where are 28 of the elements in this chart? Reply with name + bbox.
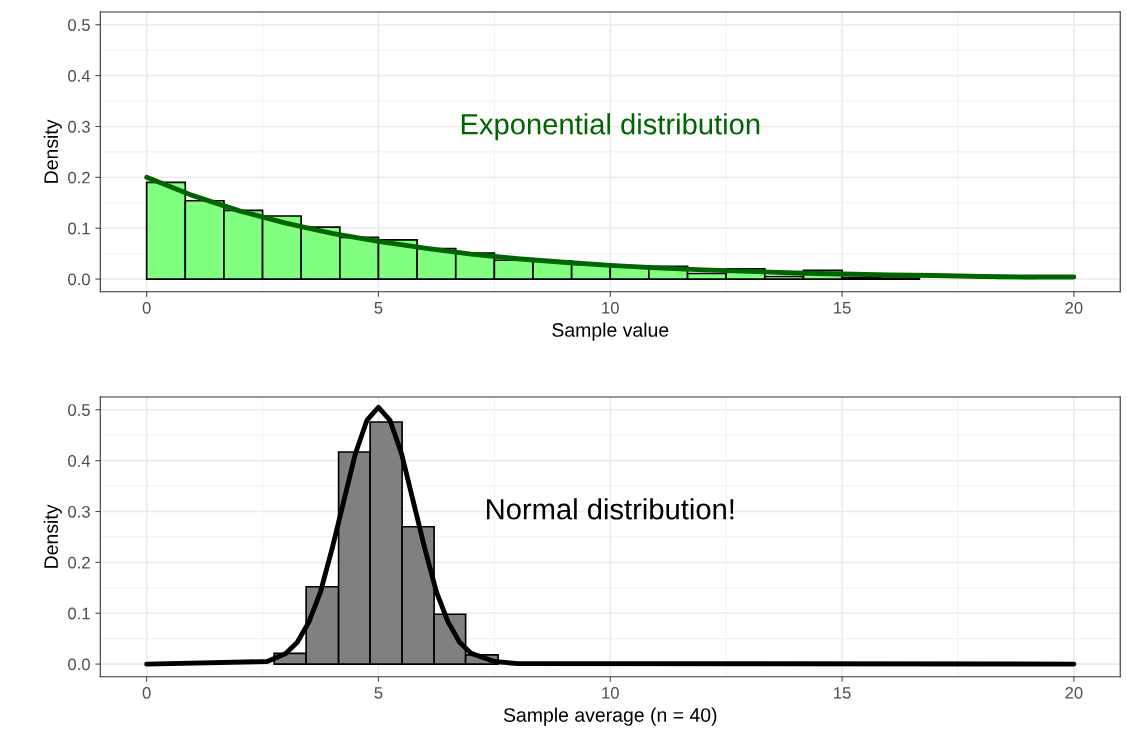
x-axis-title: Sample average (n = 40) <box>503 707 717 726</box>
x-tick-label: 10 <box>602 686 619 699</box>
x-tick-label: 20 <box>1065 301 1083 314</box>
y-tick-label: 0.3 <box>68 505 90 518</box>
y-axis-title: Density <box>43 504 62 568</box>
x-tick-label: 5 <box>374 302 383 314</box>
y-tick-label: 0.1 <box>68 607 90 620</box>
x-tick-label: 20 <box>1065 686 1083 699</box>
x-tick-label: 15 <box>834 302 851 314</box>
y-axis-title: Density <box>43 119 62 183</box>
x-axis-title: Sample value <box>552 322 669 341</box>
y-tick-label: 0.5 <box>68 404 90 416</box>
annotation: Normal distribution! <box>487 498 734 520</box>
y-tick-label: 0.0 <box>68 658 90 671</box>
x-tick-label: 10 <box>602 301 619 314</box>
y-tick-label: 0.5 <box>68 19 90 31</box>
y-tick-label: 0.2 <box>68 556 90 569</box>
x-tick-label: 0 <box>142 686 151 699</box>
y-tick-label: 0.4 <box>68 455 91 467</box>
y-tick-label: 0.0 <box>68 273 90 286</box>
y-tick-label: 0.1 <box>68 222 90 235</box>
x-tick-label: 5 <box>374 687 383 699</box>
x-tick-label: 0 <box>142 301 151 314</box>
x-tick-label: 15 <box>834 687 851 699</box>
annotation: Exponential distribution <box>461 113 760 141</box>
y-tick-label: 0.3 <box>68 120 90 133</box>
y-tick-label: 0.2 <box>68 171 90 184</box>
y-tick-label: 0.4 <box>68 70 91 82</box>
